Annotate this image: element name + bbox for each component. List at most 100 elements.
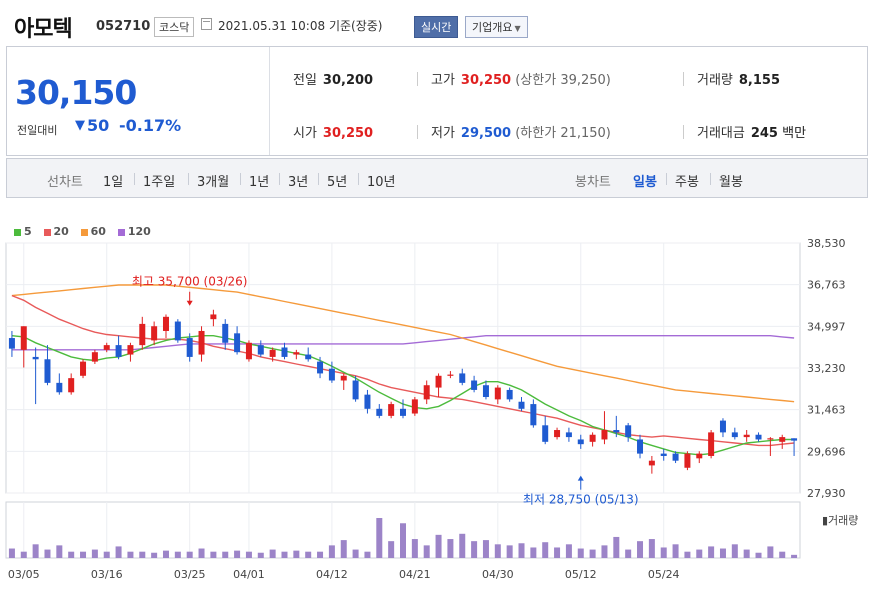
- ma60-line: [11, 284, 795, 403]
- tab-1day[interactable]: 1일: [103, 175, 124, 190]
- price-summary: 30,150 전일대비 ▼ 50 -0.17% 전일 30,200 고가 30,25…: [6, 46, 868, 156]
- candle-down: [400, 408, 406, 416]
- candle-down: [459, 373, 466, 383]
- legend-label: 20: [53, 225, 69, 238]
- legend-ma60: 60: [80, 225, 106, 238]
- prev-close: 전일 30,200: [293, 69, 373, 88]
- volume-bar: [293, 550, 300, 558]
- candle-up: [554, 430, 561, 438]
- prev-close-label: 전일: [293, 73, 317, 88]
- volume-bar: [32, 544, 39, 558]
- tab-1year[interactable]: 1년: [249, 175, 270, 190]
- volume-bar: [127, 551, 134, 558]
- volume-bar: [637, 541, 644, 558]
- volume-bar: [328, 545, 335, 558]
- open-label: 시가: [293, 126, 317, 141]
- x-tick-label: 05/24: [648, 568, 680, 581]
- volume-bar: [139, 551, 146, 558]
- y-tick-label: 36,763: [807, 279, 846, 292]
- volume-bar: [435, 534, 442, 558]
- candle-up: [210, 314, 217, 320]
- candle-down: [482, 385, 489, 398]
- volume-bar: [471, 541, 478, 558]
- volume-bar: [364, 551, 371, 558]
- candle-up: [198, 330, 205, 355]
- tab-daily[interactable]: 일봉: [633, 175, 657, 190]
- candle-down: [32, 356, 39, 360]
- candle-up: [708, 432, 715, 456]
- divider: [710, 173, 711, 185]
- candle-up: [91, 352, 98, 362]
- candle-up: [293, 352, 300, 355]
- volume-bar: [8, 548, 15, 558]
- x-tick-label: 04/12: [316, 568, 348, 581]
- candle-down: [577, 439, 584, 445]
- stock-chart[interactable]: 38,530 36,763 34,997 33,230 31,463 29,696 27,9…: [0, 200, 872, 600]
- candle-up: [151, 326, 158, 341]
- amount-label: 거래대금: [697, 126, 745, 141]
- ma-legend: 5 20 60 120: [14, 225, 159, 238]
- divider: [318, 173, 319, 185]
- y-tick-label: 34,997: [807, 320, 846, 333]
- volume-bar: [482, 540, 489, 558]
- candle-up: [589, 434, 596, 442]
- volume-bar: [648, 539, 655, 558]
- volume-bar: [554, 547, 561, 558]
- candle-up: [779, 437, 786, 442]
- volume-bar: [44, 549, 51, 558]
- tab-3years[interactable]: 3년: [288, 175, 309, 190]
- tab-1week[interactable]: 1주일: [143, 175, 176, 190]
- volume-bar: [400, 523, 406, 558]
- candle-down: [317, 361, 324, 374]
- tab-5years[interactable]: 5년: [327, 175, 348, 190]
- volume-bar: [719, 548, 726, 558]
- candle-up: [139, 323, 146, 346]
- tab-monthly[interactable]: 월봉: [719, 175, 743, 190]
- company-overview-button[interactable]: 기업개요 ▼: [465, 16, 528, 38]
- candle-up: [269, 349, 276, 357]
- divider: [279, 173, 280, 185]
- volume-bar: [518, 543, 525, 558]
- volume-bar: [317, 551, 324, 558]
- volume-bar: [601, 545, 608, 558]
- volume-bar: [731, 544, 738, 558]
- volume-bar: [234, 550, 241, 558]
- volume-bar: [506, 545, 513, 558]
- high-arrow-head: [186, 300, 193, 306]
- tab-weekly[interactable]: 주봉: [675, 175, 699, 190]
- legend-swatch: [80, 228, 88, 236]
- volume-bar: [625, 549, 632, 558]
- tab-10years[interactable]: 10년: [367, 175, 396, 190]
- candle-down: [305, 354, 312, 360]
- candle-up: [68, 378, 75, 393]
- low-annotation: 최저 28,750 (05/13): [523, 493, 639, 507]
- open-value: 30,250: [322, 126, 374, 141]
- candle-up: [423, 385, 430, 400]
- legend-swatch: [14, 228, 21, 236]
- volume-bar: [162, 550, 169, 558]
- prev-close-value: 30,200: [322, 73, 374, 88]
- high-value: 30,250: [460, 73, 512, 88]
- volume-bar: [151, 552, 158, 558]
- volume-bar: [672, 544, 679, 558]
- divider: [666, 173, 667, 185]
- volume-bar: [411, 539, 418, 558]
- candle-down: [186, 338, 193, 357]
- tab-3months[interactable]: 3개월: [197, 175, 230, 190]
- high-annotation: 최고 35,700 (03/26): [132, 275, 248, 289]
- candle-down: [376, 408, 383, 416]
- x-tick-label: 05/12: [565, 568, 597, 581]
- trade-amount: 거래대금 245 백만: [697, 122, 806, 141]
- legend-label: 120: [127, 225, 151, 238]
- volume-bar: [779, 551, 786, 558]
- y-tick-label: 27,930: [807, 487, 846, 500]
- volume-bar: [767, 546, 774, 558]
- y-tick-label: 38,530: [807, 237, 846, 250]
- candle-down: [625, 425, 632, 438]
- x-tick-label: 04/30: [482, 568, 514, 581]
- candle-down: [565, 432, 572, 438]
- divider: [683, 125, 684, 139]
- down-arrow-icon: ▼: [75, 118, 85, 133]
- realtime-button[interactable]: 실시간: [414, 16, 459, 38]
- legend-label: 60: [90, 225, 106, 238]
